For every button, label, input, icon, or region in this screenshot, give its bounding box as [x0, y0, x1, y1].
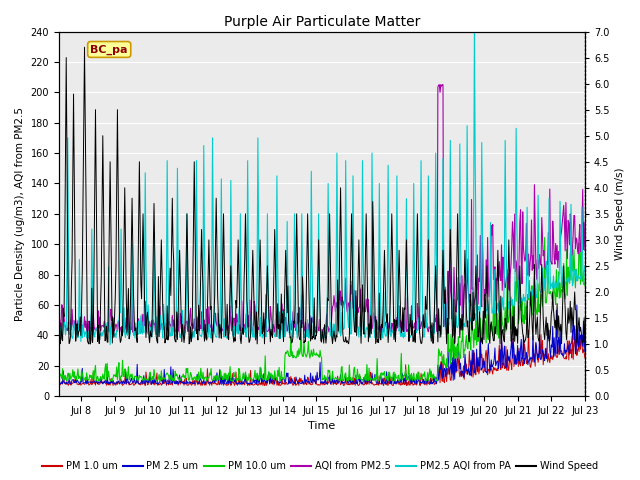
Y-axis label: Particle Density (ug/m3), AQI from PM2.5: Particle Density (ug/m3), AQI from PM2.5 [15, 107, 25, 321]
X-axis label: Time: Time [308, 421, 335, 432]
Title: Purple Air Particulate Matter: Purple Air Particulate Matter [224, 15, 420, 29]
Text: BC_pa: BC_pa [90, 44, 128, 55]
Legend: PM 1.0 um, PM 2.5 um, PM 10.0 um, AQI from PM2.5, PM2.5 AQI from PA, Wind Speed: PM 1.0 um, PM 2.5 um, PM 10.0 um, AQI fr… [38, 457, 602, 475]
Y-axis label: Wind Speed (m/s): Wind Speed (m/s) [615, 168, 625, 260]
